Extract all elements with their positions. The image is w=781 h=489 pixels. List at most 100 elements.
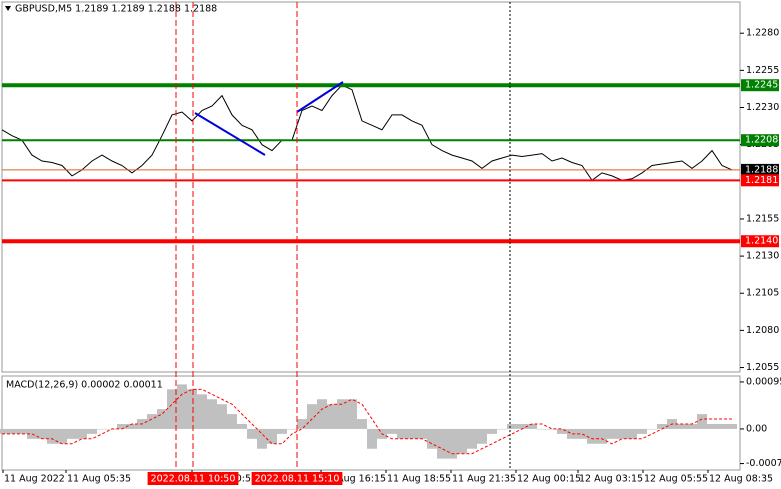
histogram-bar [287,428,297,430]
histogram-bar [717,423,727,429]
trend-line [194,112,266,156]
histogram-bar [237,423,247,429]
histogram-bar [0,428,7,434]
level-label: 1.2140 [745,236,778,247]
histogram-bar [277,428,287,434]
level-label: 1.2245 [745,80,778,91]
histogram-bar [27,428,37,439]
histogram-bar [157,409,167,429]
symbol-icon [5,6,11,11]
histogram-bar [147,414,157,429]
histogram-bar [307,404,317,429]
histogram-bar [247,428,257,439]
histogram-bar [37,428,47,439]
y-tick-label: 1.2080 [746,325,779,336]
histogram-bar [567,428,577,439]
histogram-bar [477,428,487,444]
histogram-bar [417,428,427,439]
histogram-bar [67,428,77,439]
histogram-bar [617,428,627,439]
level-label: 1.2188 [745,164,778,175]
histogram-bar [127,423,137,429]
level-label: 1.2181 [745,175,778,186]
histogram-bar [627,428,637,439]
event-label: 2022.08.11 10:50 [151,474,236,485]
histogram-bar [577,428,587,439]
histogram-bar [367,428,377,449]
y-tick-label: 1.2155 [746,213,779,224]
macd-panel-frame [1,375,741,471]
y-tick-label: 0.00095 [746,376,781,387]
x-tick-label: 11 Aug 21:35 [452,474,516,485]
level-label-bg [741,174,779,187]
price-panel-frame [1,1,741,373]
histogram-bar [727,423,737,429]
histogram-bar [17,428,27,434]
histogram-bar [77,428,87,439]
histogram-bar [637,428,647,434]
histogram-bar [517,423,527,429]
histogram-bar [327,404,337,429]
histogram-bar [57,428,67,444]
histogram-bar [427,428,437,449]
chart-title: GBPUSD,M5 1.2189 1.2189 1.2188 1.2188 [15,4,217,15]
y-tick-label: 1.2130 [746,251,779,262]
histogram-bar [7,428,17,434]
x-tick-label: 11 Aug 05:35 [67,474,131,485]
histogram-bar [217,404,227,429]
histogram-bar [487,428,497,434]
histogram-bar [87,428,97,434]
histogram-bar [97,428,107,430]
y-tick-label: 1.2280 [746,28,779,39]
level-label-bg [741,79,779,92]
y-tick-label: 1.2055 [746,362,779,373]
histogram-bar [537,428,547,430]
price-panel: 1.22801.22551.22301.22051.21551.21301.21… [1,28,779,373]
y-tick-label: 1.2230 [746,102,779,113]
x-tick-label: 11 Aug 2022 [4,474,65,485]
histogram-bar [257,428,267,449]
level-label-bg [741,134,779,147]
histogram-bar [557,428,567,434]
event-label-bg [251,472,343,485]
histogram-bar [297,419,307,429]
event-label: 2022.08.11 15:10 [255,474,340,485]
x-tick-label: 12 Aug 03:15 [579,474,643,485]
histogram-bar [227,414,237,429]
histogram-bar [497,428,507,430]
level-label-bg [741,235,779,248]
histogram-bar [547,428,557,430]
histogram-bar [207,399,217,429]
trend-line [296,81,344,113]
event-label-bg [147,472,239,485]
histogram-bar [337,399,347,429]
x-tick-label: 12 Aug 05:55 [644,474,708,485]
x-tick-label: 12 Aug 08:35 [709,474,773,485]
level-label: 1.2208 [745,135,778,146]
x-tick-label: 11 Aug 16:15 [322,474,386,485]
histogram-bar [347,399,357,429]
histogram-bar [707,423,717,429]
histogram-bar [47,428,57,444]
histogram-bar [687,423,697,429]
signal-line [2,388,732,455]
histogram-bar [267,428,277,444]
histogram-bar [647,428,657,430]
histogram-bar [697,414,707,429]
x-tick-label: 11 Aug 18:55 [387,474,451,485]
histogram-bar [587,428,597,444]
histogram-bar [677,423,687,429]
histogram-bar [197,394,207,429]
y-tick-label: -0.0007 [746,458,781,469]
histogram-bar [317,399,327,429]
histogram-bar [167,389,177,429]
histogram-bar [597,428,607,444]
histogram-bar [187,389,197,429]
histogram-bar [447,428,457,459]
histogram-bar [657,423,667,429]
y-tick-label: 1.2255 [746,65,779,76]
histogram-bar [607,428,617,439]
